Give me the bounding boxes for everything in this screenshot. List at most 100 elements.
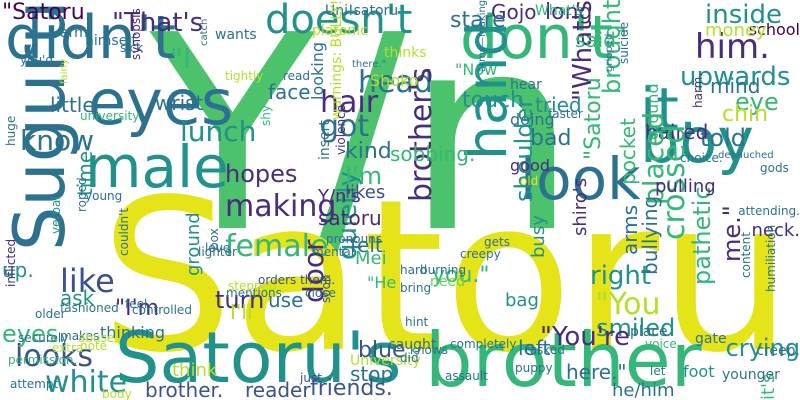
word-female: female [225,229,329,264]
word-i-m: "I'm [115,296,160,321]
word-satoru: "Satoru [2,0,85,25]
word-up: up. [2,258,34,282]
word-chin: chin [722,102,769,127]
word-turn: turn [215,286,265,314]
word-abuse: abuse [78,331,115,345]
word-creepy: creepy [460,247,501,261]
word-fashioned: fashioned [60,301,119,315]
word-pulling: pulling [655,176,716,197]
word-synopsis: synopsis [129,8,143,60]
word-look: look [520,145,641,213]
word-university: University [350,353,421,369]
word-shiro-s: shiro's [570,177,591,236]
word-like: like [60,262,115,300]
word-tasked: tasked [525,343,565,357]
word-you-re: "You're [540,322,631,352]
word-platonic: platonic [312,23,368,39]
word-gets: gets [484,235,510,249]
word-eyes: eyes [88,66,234,139]
word-it: it. [640,75,698,143]
word-i: "I [170,42,192,75]
word-smiled: smiled [596,314,676,342]
word-busy: busy [528,215,549,258]
word-told: told [700,124,746,152]
word-knows: knows [410,343,448,357]
word-bag: bag [505,290,539,311]
word-you: you." [432,263,490,288]
word-left: left [518,336,551,360]
word-long: long [545,0,593,25]
word-face: face [268,80,311,104]
word-warnings-bully: warnings: BULLY! [329,0,345,121]
word-assault: assault [445,369,488,383]
word-school: school [748,20,800,39]
word-permission: permission. [8,353,78,367]
word-gojo: Gojo [491,0,537,24]
word-i-ll: I'll [230,300,253,324]
word-hint: hint [405,315,429,329]
word-doing: doing [510,110,555,129]
word-read: read [283,69,311,83]
word-use: use [268,288,304,312]
word-thinks: thinks [384,45,427,61]
word-doesn-t: doesn't [265,0,413,43]
word-place: place [630,324,668,340]
word-creep: creep. [756,343,800,359]
word-hair: hair [320,85,379,120]
word-harm: harm. [691,72,705,108]
word-little: little [50,93,95,117]
word-looking: looking [308,41,327,100]
word-foot: foot [683,362,715,381]
word-touch: touch [462,88,525,113]
word-attending: attending. [738,204,800,218]
word-boy: boy [640,104,754,177]
word-completely: completely [450,337,517,351]
word-younger: younger [722,367,780,383]
word-love: love [205,241,231,255]
word-that-s: "That's [112,8,204,38]
word-reader: reader [245,378,311,400]
word-here: here." [566,360,627,384]
word-there: there." [352,59,387,70]
word-i-m: I'm [345,162,383,190]
word-you-d: you'd [20,53,53,67]
word-controlled: controlled [132,303,192,317]
word-stepped: stepped [228,279,277,293]
word-gods: gods [760,161,789,175]
word-old: old [520,174,539,188]
word-felt: felt [350,233,383,257]
word-puppy: puppy [515,361,553,375]
word-money: money [705,20,767,41]
word-securely: securely [18,331,69,345]
word-young: young [85,189,123,203]
word-sick: sick [120,41,144,55]
word-hopes: hopes [225,160,298,188]
word-content: content [739,232,753,278]
word-pronouns: pronouns [326,232,383,246]
word-mentions: mentions [226,286,282,300]
word-fairly: fairly [59,58,70,84]
word-he: "He [367,273,397,292]
word-him: him. [695,27,770,67]
word-know: know [20,124,94,157]
word-eyes: eyes. [2,320,66,348]
word-arms-making: arms—making [477,0,488,73]
word-head: head [358,65,433,100]
word-makes: makes [60,329,100,343]
word-haired: haired [645,120,709,144]
word-you: "You [595,287,661,322]
word-got: got [320,109,370,144]
word-shy: shy [259,105,273,126]
word-neck: neck. [751,220,800,241]
word-orders-them: orders them. [258,273,336,287]
word-lighter: lighter [198,245,237,259]
word-wants: wants [215,27,257,43]
word-satoru: satoru [318,206,382,230]
word-brother: brother. [145,378,224,400]
word-note: note [80,339,108,353]
word-feel: feel [125,297,148,311]
word-violence: violence [334,104,348,155]
word-just: just [300,371,322,385]
word-university: university [80,109,140,123]
word-mind: mind [710,74,761,98]
